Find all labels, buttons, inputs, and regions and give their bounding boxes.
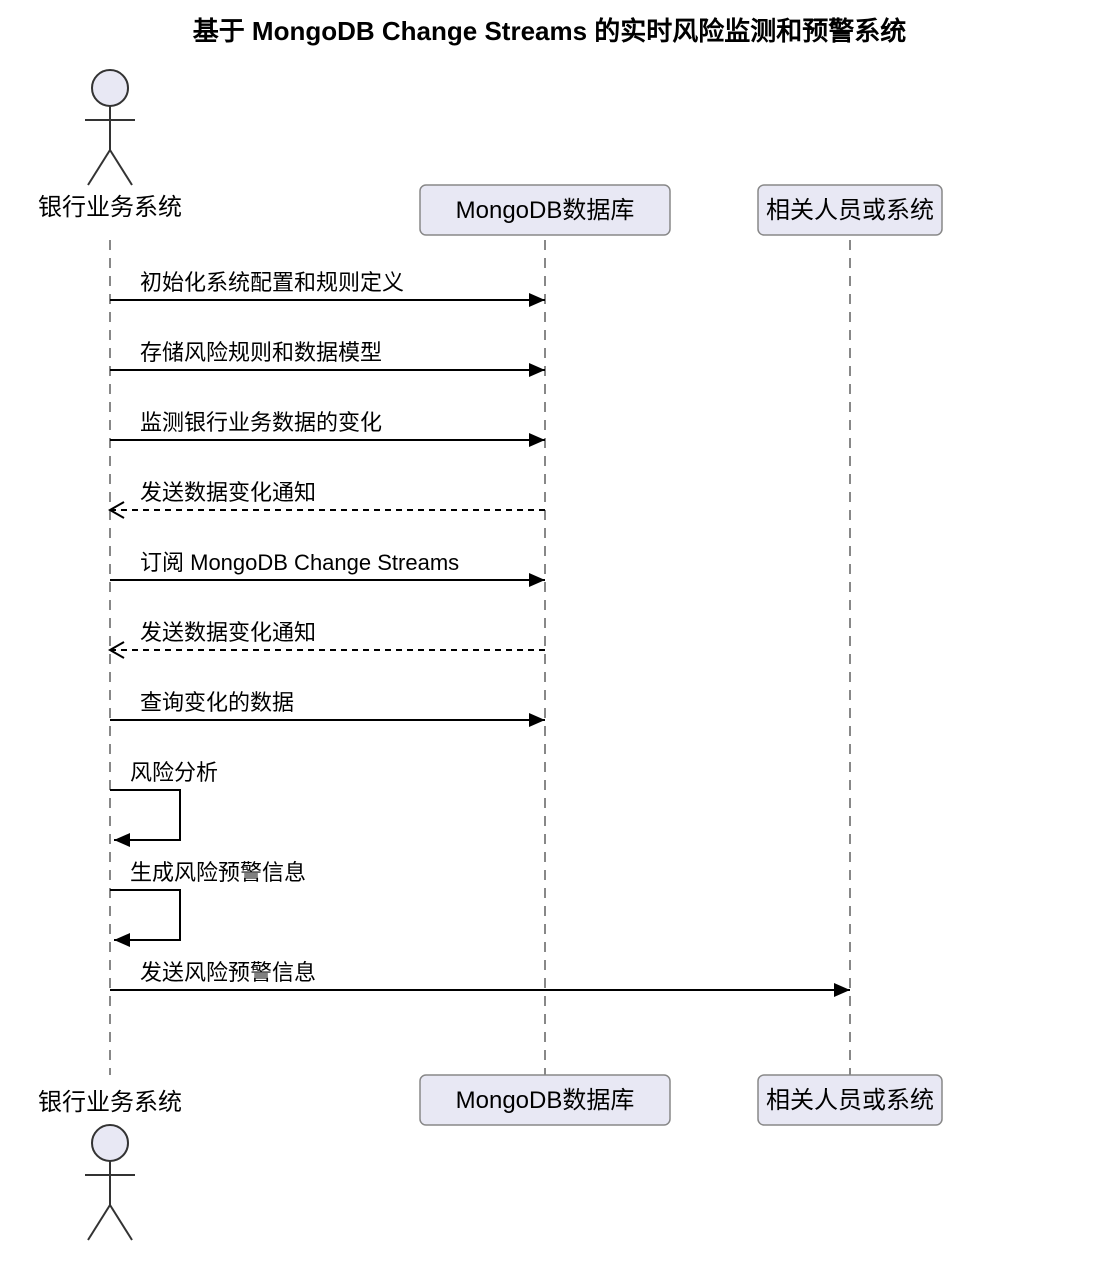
svg-text:MongoDB数据库: MongoDB数据库 xyxy=(456,1087,635,1114)
message-6: 查询变化的数据 xyxy=(110,690,545,720)
message-5: 发送数据变化通知 xyxy=(110,620,545,650)
svg-text:相关人员或系统: 相关人员或系统 xyxy=(766,197,934,224)
message-0: 初始化系统配置和规则定义 xyxy=(110,270,545,300)
svg-text:相关人员或系统: 相关人员或系统 xyxy=(766,1087,934,1114)
svg-text:监测银行业务数据的变化: 监测银行业务数据的变化 xyxy=(140,410,382,435)
message-1: 存储风险规则和数据模型 xyxy=(110,340,545,370)
message-8: 生成风险预警信息 xyxy=(110,860,306,940)
message-9: 发送风险预警信息 xyxy=(110,960,850,990)
diagram-title: 基于 MongoDB Change Streams 的实时风险监测和预警系统 xyxy=(193,16,907,46)
svg-text:初始化系统配置和规则定义: 初始化系统配置和规则定义 xyxy=(140,270,404,295)
svg-text:发送风险预警信息: 发送风险预警信息 xyxy=(140,960,316,985)
svg-text:查询变化的数据: 查询变化的数据 xyxy=(140,690,294,715)
actor-top: 银行业务系统 xyxy=(38,70,182,221)
svg-text:发送数据变化通知: 发送数据变化通知 xyxy=(140,480,316,505)
svg-text:银行业务系统: 银行业务系统 xyxy=(38,1089,182,1116)
svg-text:生成风险预警信息: 生成风险预警信息 xyxy=(130,860,306,885)
message-7: 风险分析 xyxy=(110,760,218,840)
svg-text:MongoDB数据库: MongoDB数据库 xyxy=(456,197,635,224)
svg-text:发送数据变化通知: 发送数据变化通知 xyxy=(140,620,316,645)
message-2: 监测银行业务数据的变化 xyxy=(110,410,545,440)
participant-mongo-bottom: MongoDB数据库 xyxy=(420,1075,670,1125)
svg-text:风险分析: 风险分析 xyxy=(130,760,218,785)
participant-staff-bottom: 相关人员或系统 xyxy=(758,1075,942,1125)
svg-text:存储风险规则和数据模型: 存储风险规则和数据模型 xyxy=(140,340,382,365)
participant-staff-top: 相关人员或系统 xyxy=(758,185,942,235)
message-4: 订阅 MongoDB Change Streams xyxy=(110,550,545,580)
svg-text:订阅 MongoDB Change Streams: 订阅 MongoDB Change Streams xyxy=(140,550,459,575)
actor-bottom: 银行业务系统 xyxy=(38,1089,182,1240)
sequence-diagram: 基于 MongoDB Change Streams 的实时风险监测和预警系统银行… xyxy=(0,0,1099,1270)
message-3: 发送数据变化通知 xyxy=(110,480,545,510)
svg-text:银行业务系统: 银行业务系统 xyxy=(38,194,182,221)
participant-mongo-top: MongoDB数据库 xyxy=(420,185,670,235)
